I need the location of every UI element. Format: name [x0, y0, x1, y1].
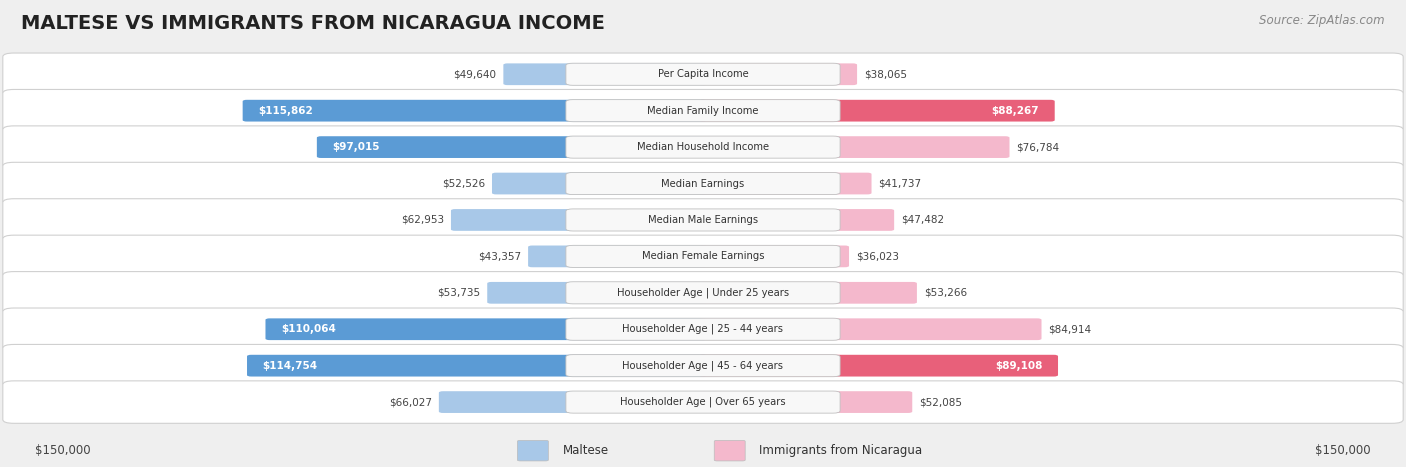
Text: $53,266: $53,266 — [924, 288, 967, 298]
Text: $110,064: $110,064 — [281, 324, 336, 334]
Text: MALTESE VS IMMIGRANTS FROM NICARAGUA INCOME: MALTESE VS IMMIGRANTS FROM NICARAGUA INC… — [21, 14, 605, 33]
FancyBboxPatch shape — [3, 163, 1403, 205]
Text: $88,267: $88,267 — [991, 106, 1039, 116]
FancyBboxPatch shape — [243, 100, 707, 121]
FancyBboxPatch shape — [699, 282, 917, 304]
FancyBboxPatch shape — [565, 318, 839, 340]
Text: Per Capita Income: Per Capita Income — [658, 69, 748, 79]
FancyBboxPatch shape — [565, 354, 839, 377]
FancyBboxPatch shape — [3, 381, 1403, 423]
Text: Median Earnings: Median Earnings — [661, 178, 745, 189]
FancyBboxPatch shape — [565, 63, 839, 85]
FancyBboxPatch shape — [439, 391, 707, 413]
FancyBboxPatch shape — [3, 126, 1403, 168]
FancyBboxPatch shape — [565, 172, 839, 195]
FancyBboxPatch shape — [3, 235, 1403, 277]
FancyBboxPatch shape — [699, 209, 894, 231]
Text: $114,754: $114,754 — [263, 361, 318, 371]
FancyBboxPatch shape — [3, 90, 1403, 132]
FancyBboxPatch shape — [488, 282, 707, 304]
Text: $53,735: $53,735 — [437, 288, 481, 298]
Text: $49,640: $49,640 — [453, 69, 496, 79]
FancyBboxPatch shape — [699, 318, 1042, 340]
Text: $89,108: $89,108 — [995, 361, 1043, 371]
FancyBboxPatch shape — [565, 99, 839, 122]
FancyBboxPatch shape — [3, 345, 1403, 387]
FancyBboxPatch shape — [529, 246, 707, 267]
Text: $52,526: $52,526 — [441, 178, 485, 189]
Text: $76,784: $76,784 — [1017, 142, 1060, 152]
FancyBboxPatch shape — [565, 391, 839, 413]
Text: Source: ZipAtlas.com: Source: ZipAtlas.com — [1260, 14, 1385, 27]
FancyBboxPatch shape — [699, 391, 912, 413]
Text: $41,737: $41,737 — [879, 178, 922, 189]
FancyBboxPatch shape — [3, 199, 1403, 241]
FancyBboxPatch shape — [3, 53, 1403, 95]
Text: Householder Age | Under 25 years: Householder Age | Under 25 years — [617, 288, 789, 298]
FancyBboxPatch shape — [492, 173, 707, 194]
FancyBboxPatch shape — [266, 318, 707, 340]
Text: Median Female Earnings: Median Female Earnings — [641, 251, 765, 262]
Text: $52,085: $52,085 — [920, 397, 962, 407]
FancyBboxPatch shape — [316, 136, 707, 158]
Text: $97,015: $97,015 — [332, 142, 380, 152]
FancyBboxPatch shape — [714, 440, 745, 461]
FancyBboxPatch shape — [699, 136, 1010, 158]
Text: $150,000: $150,000 — [35, 444, 91, 457]
FancyBboxPatch shape — [517, 440, 548, 461]
Text: $38,065: $38,065 — [865, 69, 907, 79]
Text: $47,482: $47,482 — [901, 215, 945, 225]
Text: Householder Age | Over 65 years: Householder Age | Over 65 years — [620, 397, 786, 407]
Text: Immigrants from Nicaragua: Immigrants from Nicaragua — [759, 444, 922, 457]
FancyBboxPatch shape — [699, 100, 1054, 121]
FancyBboxPatch shape — [451, 209, 707, 231]
Text: Householder Age | 45 - 64 years: Householder Age | 45 - 64 years — [623, 361, 783, 371]
FancyBboxPatch shape — [3, 308, 1403, 350]
FancyBboxPatch shape — [503, 64, 707, 85]
Text: $36,023: $36,023 — [856, 251, 898, 262]
FancyBboxPatch shape — [565, 245, 839, 268]
FancyBboxPatch shape — [565, 136, 839, 158]
Text: $150,000: $150,000 — [1315, 444, 1371, 457]
Text: Median Family Income: Median Family Income — [647, 106, 759, 116]
FancyBboxPatch shape — [699, 173, 872, 194]
FancyBboxPatch shape — [565, 282, 839, 304]
Text: Maltese: Maltese — [562, 444, 609, 457]
Text: $84,914: $84,914 — [1049, 324, 1091, 334]
FancyBboxPatch shape — [565, 209, 839, 231]
FancyBboxPatch shape — [699, 246, 849, 267]
Text: $115,862: $115,862 — [259, 106, 314, 116]
Text: $43,357: $43,357 — [478, 251, 522, 262]
Text: Median Male Earnings: Median Male Earnings — [648, 215, 758, 225]
FancyBboxPatch shape — [699, 355, 1059, 376]
FancyBboxPatch shape — [3, 272, 1403, 314]
Text: Median Household Income: Median Household Income — [637, 142, 769, 152]
Text: Householder Age | 25 - 44 years: Householder Age | 25 - 44 years — [623, 324, 783, 334]
Text: $66,027: $66,027 — [389, 397, 432, 407]
Text: $62,953: $62,953 — [401, 215, 444, 225]
FancyBboxPatch shape — [699, 64, 858, 85]
FancyBboxPatch shape — [247, 355, 707, 376]
